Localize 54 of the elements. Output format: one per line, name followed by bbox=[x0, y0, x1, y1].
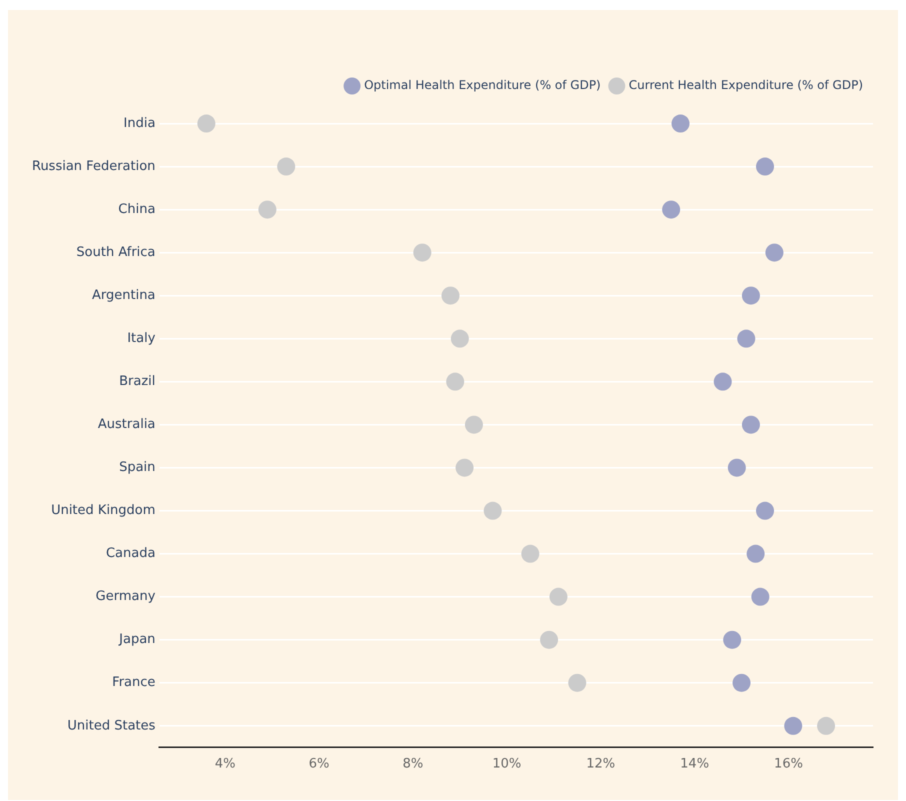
point bbox=[732, 674, 751, 692]
y-tick-label: China bbox=[118, 202, 156, 217]
point bbox=[728, 458, 746, 477]
point bbox=[258, 200, 276, 219]
point bbox=[277, 158, 296, 176]
legend-label: Optimal Health Expenditure (% of GDP) bbox=[364, 78, 601, 92]
point bbox=[742, 286, 760, 305]
point bbox=[751, 588, 770, 606]
y-tick-label: Australia bbox=[98, 417, 156, 432]
y-tick-label: Germany bbox=[96, 589, 156, 604]
point bbox=[441, 286, 460, 305]
point bbox=[464, 416, 483, 434]
point bbox=[742, 416, 760, 434]
point bbox=[568, 674, 586, 692]
x-tick-label: 12% bbox=[586, 756, 616, 772]
point bbox=[197, 114, 216, 133]
point bbox=[784, 716, 802, 735]
point bbox=[714, 372, 732, 391]
point bbox=[484, 502, 502, 520]
point bbox=[662, 200, 680, 219]
x-tick-label: 10% bbox=[492, 756, 522, 772]
x-tick-label: 8% bbox=[402, 756, 424, 772]
y-tick-label: Brazil bbox=[119, 374, 156, 390]
point bbox=[456, 458, 474, 477]
point bbox=[450, 330, 469, 348]
point bbox=[413, 244, 432, 262]
point bbox=[765, 244, 784, 262]
point bbox=[521, 544, 540, 563]
legend-label: Current Health Expenditure (% of GDP) bbox=[628, 78, 864, 92]
y-tick-label: Argentina bbox=[92, 288, 156, 303]
y-tick-label: United Kingdom bbox=[51, 503, 156, 518]
x-tick-label: 4% bbox=[214, 756, 236, 772]
x-tick-label: 16% bbox=[774, 756, 803, 772]
y-tick-label: Russian Federation bbox=[32, 158, 156, 174]
point bbox=[446, 372, 464, 391]
y-tick-label: Spain bbox=[119, 460, 156, 476]
point bbox=[737, 330, 756, 348]
y-tick-label: United States bbox=[67, 718, 156, 734]
y-tick-label: France bbox=[112, 675, 156, 690]
y-tick-label: Italy bbox=[127, 331, 156, 346]
point bbox=[549, 588, 568, 606]
point bbox=[756, 502, 774, 520]
point bbox=[540, 630, 558, 649]
x-tick-label: 14% bbox=[680, 756, 710, 772]
x-tick-label: 6% bbox=[308, 756, 330, 772]
y-tick-label: Japan bbox=[118, 632, 156, 648]
point bbox=[817, 716, 836, 735]
point bbox=[746, 544, 765, 563]
y-tick-label: Canada bbox=[106, 546, 156, 562]
point bbox=[723, 630, 742, 649]
point bbox=[756, 158, 774, 176]
y-tick-label: India bbox=[124, 116, 156, 131]
point bbox=[672, 114, 690, 133]
y-tick-label: South Africa bbox=[76, 244, 156, 260]
